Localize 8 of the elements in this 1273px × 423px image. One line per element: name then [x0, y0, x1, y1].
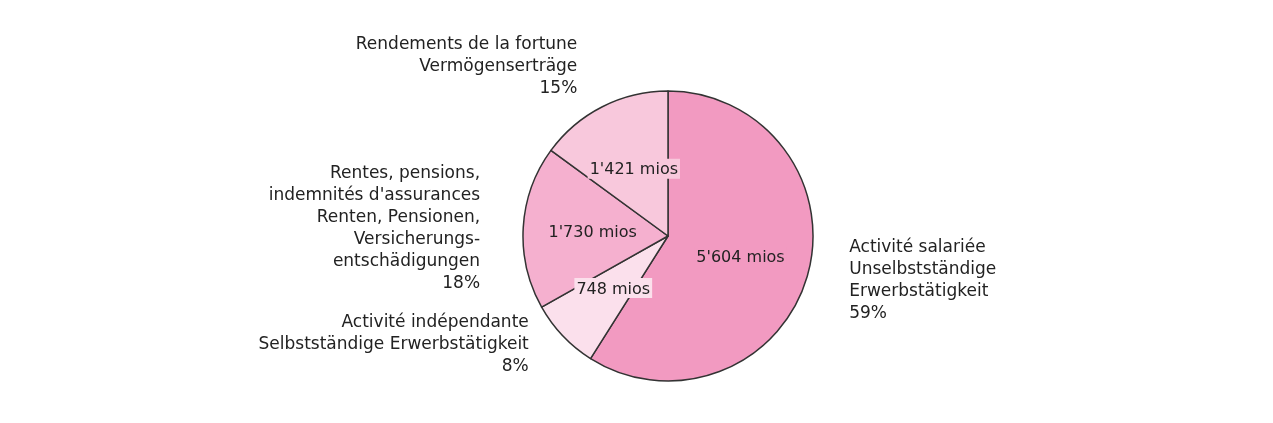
- data-label: 1'421 mios: [589, 159, 678, 179]
- slice-label: Rendements de la fortune Vermögenserträge 15%: [355, 32, 578, 97]
- data-label: 748 mios: [576, 278, 651, 298]
- slice-label: Rentes, pensions, indemnités d'assurances Renten, Pensionen, Versicherungs- entschädigungen 18%: [268, 161, 481, 292]
- slice-label: Activité salariée Unselbstständige Erwerbstätigkeit 59%: [849, 236, 997, 323]
- data-label: 1'730 mios: [548, 222, 637, 242]
- slice-label: Activité indépendante Selbstständige Erwerbstätigkeit 8%: [258, 310, 530, 375]
- data-label: 5'604 mios: [696, 247, 785, 267]
